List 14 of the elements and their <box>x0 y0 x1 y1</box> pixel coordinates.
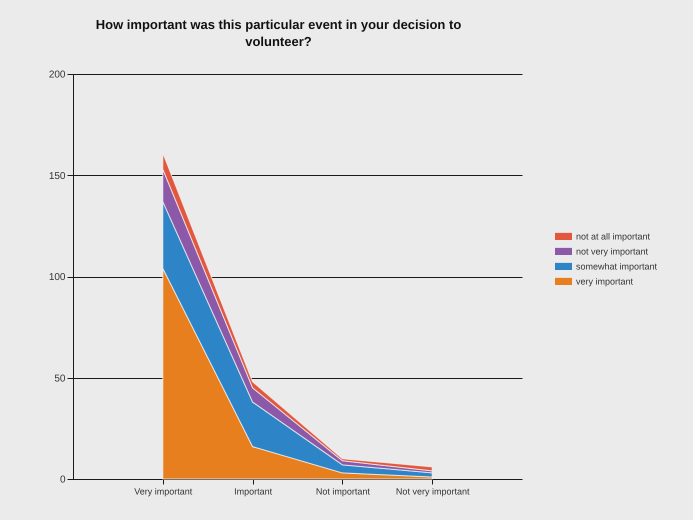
y-tick-label: 0 <box>60 474 66 486</box>
chart-title: How important was this particular event in your decision to volunteer? <box>96 17 462 49</box>
x-tick-label: Not important <box>316 486 370 496</box>
x-tick-label: Not very important <box>396 486 470 496</box>
y-tick-label: 150 <box>48 170 66 182</box>
legend-label: not at all important <box>576 231 651 242</box>
legend-label: very important <box>576 276 634 286</box>
legend-label: not very important <box>576 246 649 256</box>
y-tick-label: 100 <box>48 272 66 283</box>
legend-label: somewhat important <box>576 261 658 272</box>
y-tick-label: 200 <box>48 70 66 80</box>
x-tick-label: Important <box>234 486 273 496</box>
y-tick-label: 50 <box>54 373 66 384</box>
x-tick-label: Very important <box>134 486 193 496</box>
